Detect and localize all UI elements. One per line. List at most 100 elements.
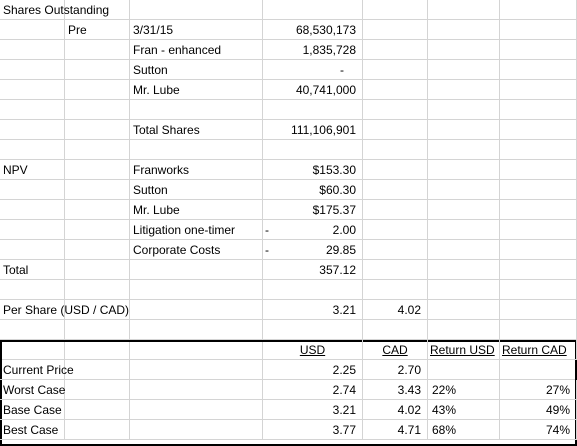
cell — [500, 240, 577, 260]
cell-text: 2.74 — [332, 383, 356, 397]
cell — [500, 60, 577, 80]
cell: 2.25 — [263, 360, 363, 380]
cell: Sutton — [130, 180, 263, 200]
cell: 40,741,000 — [263, 80, 363, 100]
cell: 22% — [428, 380, 500, 400]
cell — [130, 260, 263, 280]
cell — [0, 140, 65, 160]
cell — [428, 280, 500, 300]
cell — [500, 180, 577, 200]
cell — [428, 0, 500, 20]
cell: 1,835,728 — [263, 40, 363, 60]
cell: Best Case — [0, 420, 65, 440]
cell-text: 4.02 — [397, 403, 421, 417]
cell — [65, 180, 130, 200]
cell — [65, 220, 130, 240]
cell-text: 111,106,901 — [291, 123, 356, 137]
cell: Current Price — [0, 360, 74, 380]
cell — [428, 260, 500, 280]
cell-text: NPV — [3, 163, 28, 177]
cell — [428, 300, 500, 320]
cell: 3.43 — [363, 380, 428, 400]
cell — [500, 160, 577, 180]
cell — [130, 300, 263, 320]
cell: Mr. Lube — [130, 200, 263, 220]
cell-text: 4.02 — [397, 303, 421, 317]
cell — [65, 140, 130, 160]
cell-text: Pre — [68, 23, 87, 37]
cell — [363, 220, 428, 240]
cell-text: $60.30 — [319, 183, 356, 197]
cell — [428, 220, 500, 240]
cell-text: 3.77 — [332, 423, 356, 437]
cell — [363, 160, 428, 180]
cell — [65, 380, 130, 400]
cell — [428, 360, 500, 380]
cell-text: Fran - enhanced — [133, 43, 222, 57]
cell — [500, 360, 577, 380]
cell — [428, 80, 500, 100]
cell — [263, 280, 363, 300]
cell: 68% — [428, 420, 500, 440]
cell-text: 2.70 — [397, 363, 421, 377]
cell — [130, 380, 263, 400]
cell-text: 3.21 — [332, 303, 356, 317]
cell-text: Mr. Lube — [133, 203, 180, 217]
cell-text: Corporate Costs — [133, 243, 221, 257]
cell — [500, 280, 577, 300]
cell: 357.12 — [263, 260, 363, 280]
cell — [363, 140, 428, 160]
cell: 4.02 — [363, 400, 428, 420]
cell: 43% — [428, 400, 500, 420]
cell-text: Base Case — [3, 403, 62, 417]
cell — [363, 0, 428, 20]
cell — [363, 260, 428, 280]
cell — [130, 340, 263, 360]
cell-text: 3.21 — [332, 403, 356, 417]
sign: - — [265, 243, 269, 257]
cell: Franworks — [130, 160, 263, 180]
cell: Worst Case — [0, 380, 65, 400]
cell — [0, 220, 65, 240]
cell-text: 68,530,173 — [295, 23, 356, 37]
cell — [130, 140, 263, 160]
cell — [0, 320, 65, 340]
cell: 74% — [500, 420, 577, 440]
cell — [0, 340, 65, 360]
cell: 68,530,173 — [263, 20, 363, 40]
cell — [363, 320, 428, 340]
column-header: Return CAD — [502, 343, 567, 357]
cell — [263, 140, 363, 160]
cell — [130, 100, 263, 120]
cell — [500, 300, 577, 320]
cell: 111,106,901 — [263, 120, 363, 140]
cell: Return CAD — [500, 340, 577, 360]
cell-text: 357.12 — [319, 263, 356, 277]
cell — [428, 20, 500, 40]
cell-text: 2.25 — [332, 363, 356, 377]
cell-text: - — [340, 63, 344, 77]
cell — [0, 20, 65, 40]
cell — [500, 0, 577, 20]
cell: 49% — [500, 400, 577, 420]
cell — [0, 240, 65, 260]
cell — [263, 100, 363, 120]
cell — [428, 320, 500, 340]
cell-text: 74% — [545, 423, 570, 437]
cell-text: 27% — [545, 383, 570, 397]
cell: Pre — [65, 20, 130, 40]
cell-text: Sutton — [133, 183, 168, 197]
cell-text: $175.37 — [312, 203, 356, 217]
cell: - — [263, 60, 363, 80]
column-header: CAD — [382, 343, 408, 357]
cell — [500, 20, 577, 40]
cell-value: 29.85 — [325, 243, 356, 257]
cell: 4.02 — [363, 300, 428, 320]
cell — [65, 320, 130, 340]
cell-text: Per Share (USD / CAD) — [3, 303, 130, 317]
cell-text: 1,835,728 — [302, 43, 356, 57]
cell: $60.30 — [263, 180, 363, 200]
cell — [65, 40, 130, 60]
cell — [363, 60, 428, 80]
